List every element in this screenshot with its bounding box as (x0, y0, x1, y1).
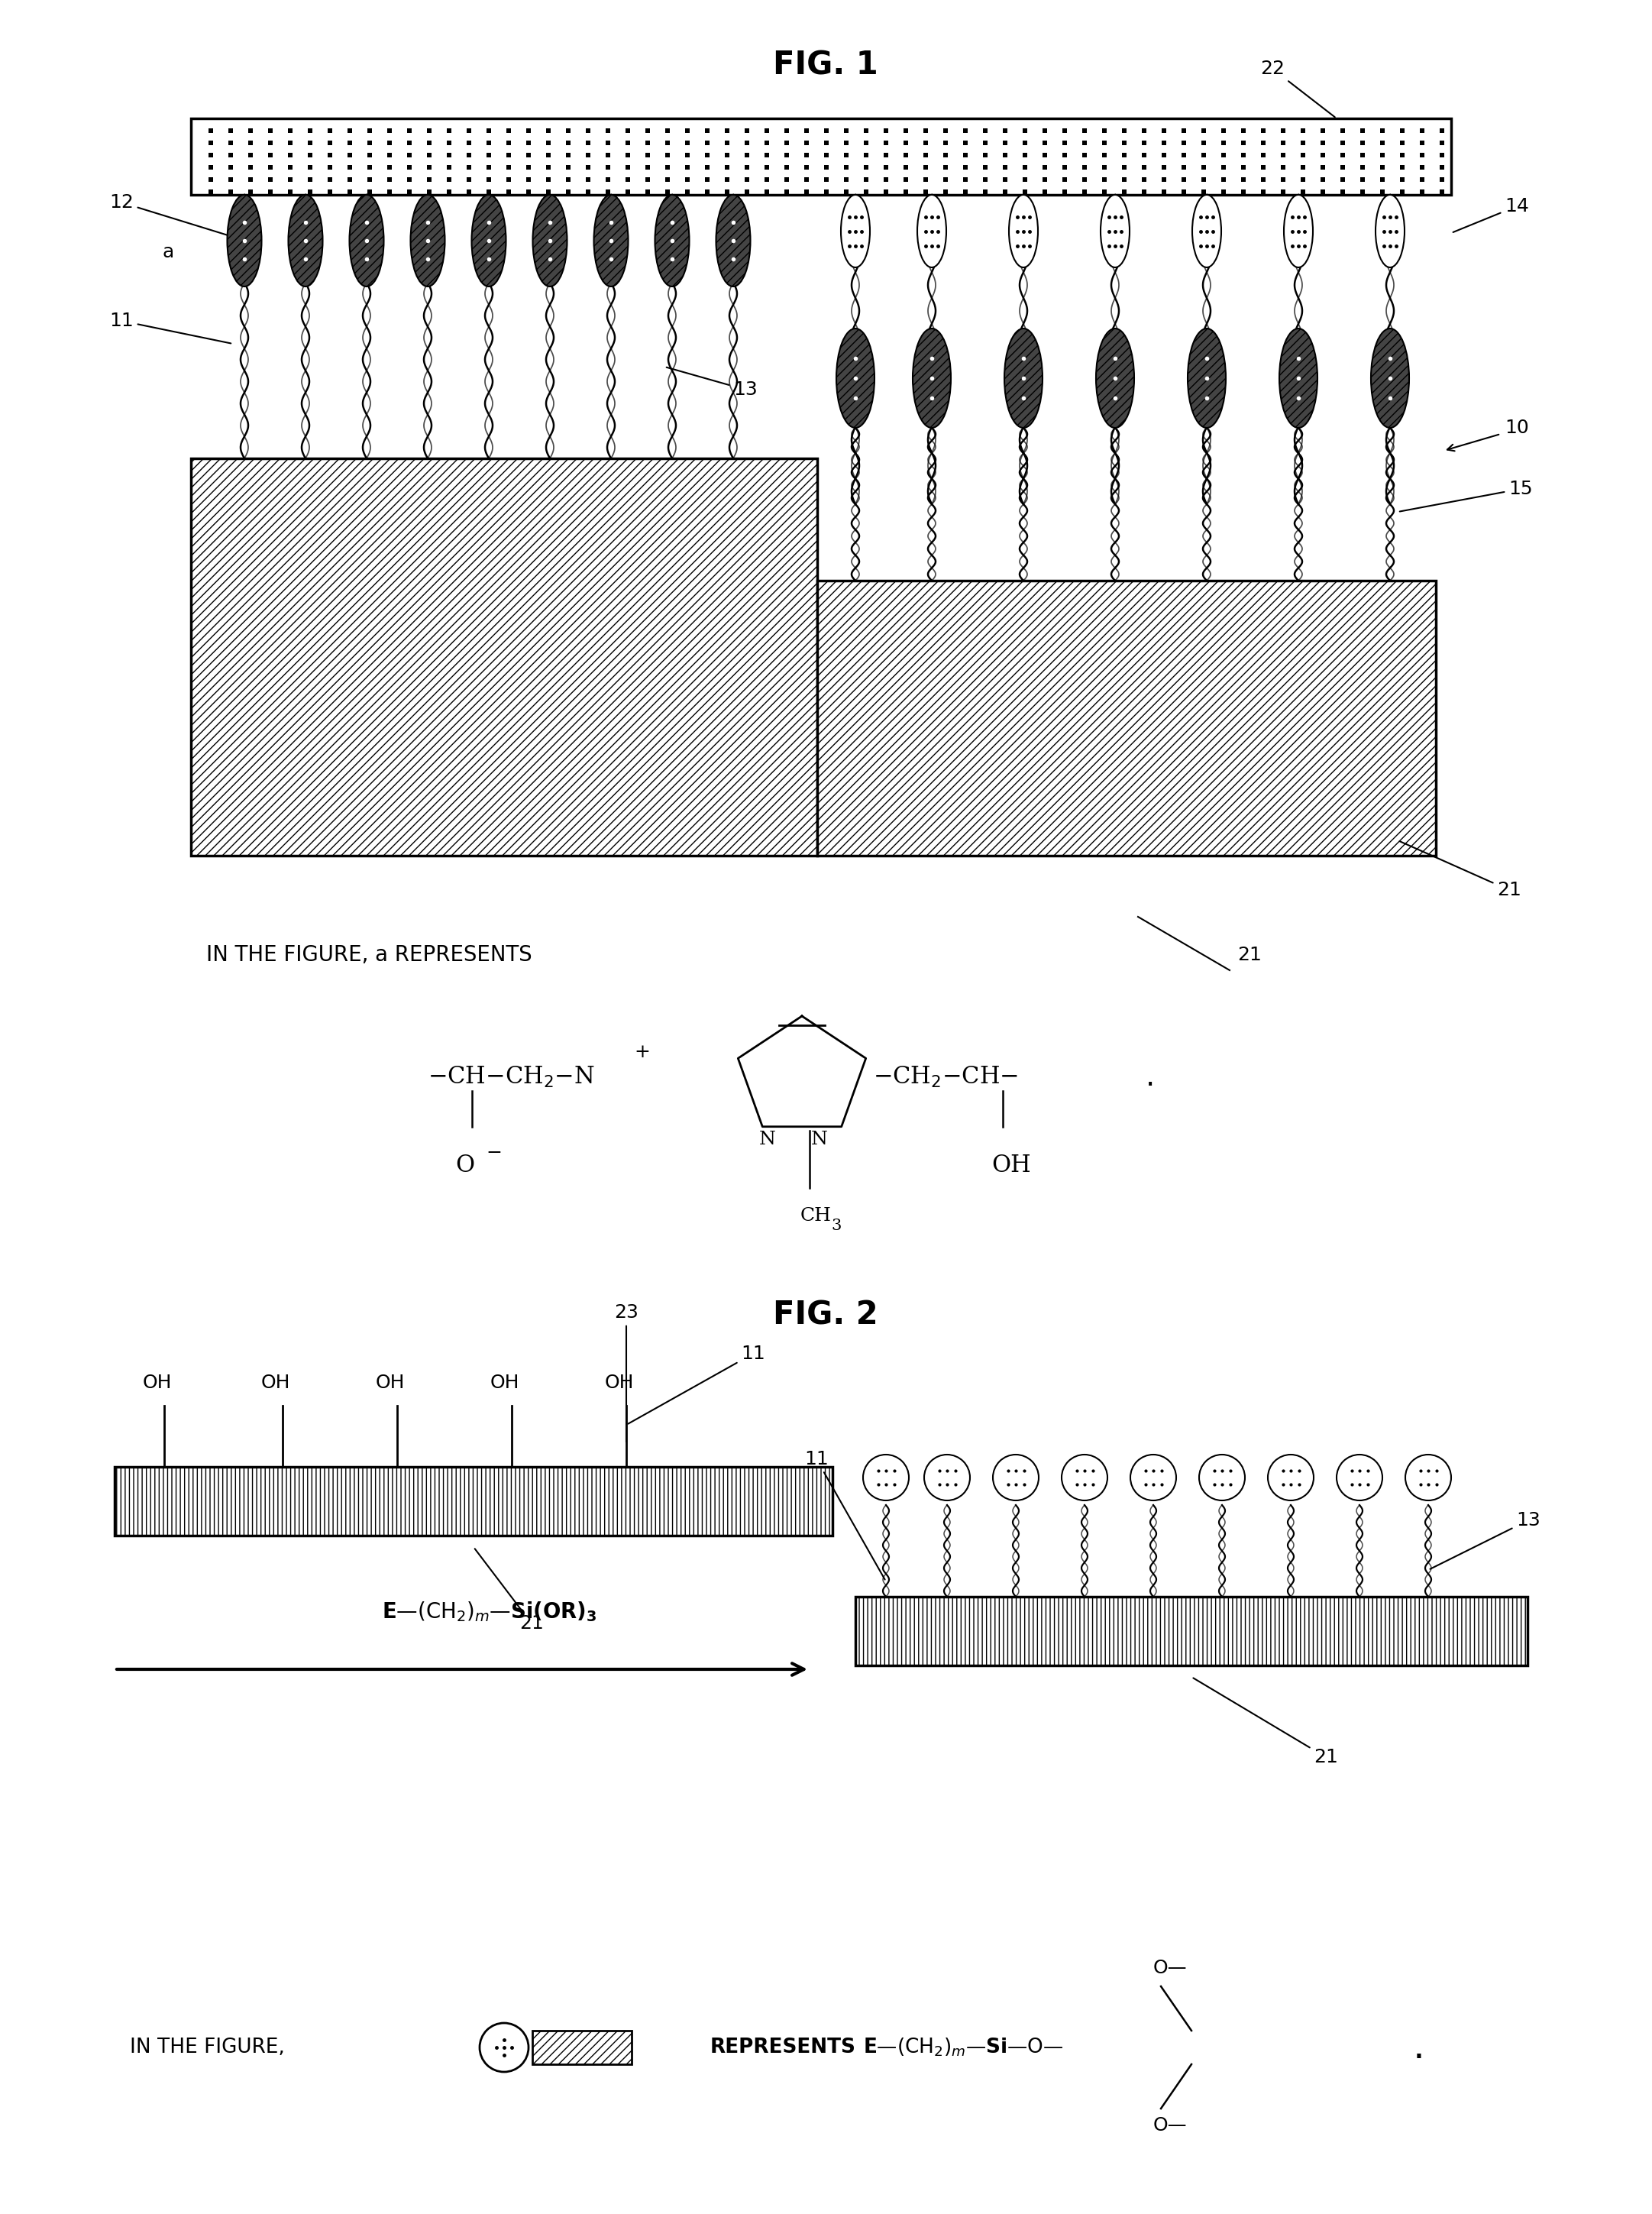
Text: +: + (634, 1045, 649, 1061)
Ellipse shape (350, 195, 383, 286)
Text: N: N (811, 1131, 828, 1149)
Text: OH: OH (375, 1373, 405, 1393)
Text: $-$CH$_2$$-$CH$-$: $-$CH$_2$$-$CH$-$ (872, 1065, 1018, 1089)
Text: FIG. 2: FIG. 2 (773, 1300, 879, 1331)
Text: 15: 15 (1399, 480, 1533, 511)
Bar (856, 1596, 1528, 1665)
Circle shape (1406, 1455, 1450, 1501)
Text: 10: 10 (1505, 418, 1528, 436)
Ellipse shape (1376, 195, 1404, 268)
Ellipse shape (1009, 195, 1037, 268)
Text: 21: 21 (1237, 945, 1262, 963)
Circle shape (1062, 1455, 1107, 1501)
Ellipse shape (912, 328, 952, 427)
Ellipse shape (1004, 328, 1042, 427)
Text: O: O (456, 1153, 474, 1178)
Text: a: a (162, 244, 173, 261)
Text: 23: 23 (615, 1304, 638, 1441)
Ellipse shape (410, 195, 444, 286)
Text: OH: OH (491, 1373, 520, 1393)
Ellipse shape (532, 195, 567, 286)
Text: 11: 11 (628, 1344, 765, 1424)
Ellipse shape (471, 195, 506, 286)
Text: 21: 21 (1193, 1678, 1338, 1767)
Ellipse shape (1188, 328, 1226, 427)
Circle shape (1130, 1455, 1176, 1501)
Text: O—: O— (1153, 2117, 1188, 2134)
Text: −: − (486, 1145, 502, 1162)
Circle shape (862, 1455, 909, 1501)
Circle shape (479, 2024, 529, 2072)
Text: 22: 22 (1260, 60, 1335, 117)
Text: IN THE FIGURE,: IN THE FIGURE, (131, 2037, 284, 2057)
Text: FIG. 1: FIG. 1 (773, 49, 879, 82)
Text: .: . (1412, 2028, 1426, 2066)
Ellipse shape (836, 328, 874, 427)
Text: 11: 11 (109, 312, 231, 343)
Text: REPRESENTS: REPRESENTS (710, 2037, 856, 2057)
Bar (114, 1468, 833, 1537)
Circle shape (1267, 1455, 1313, 1501)
Text: 12: 12 (109, 193, 231, 237)
Ellipse shape (1284, 195, 1313, 268)
Bar (818, 580, 1436, 855)
Ellipse shape (228, 195, 261, 286)
Text: 21: 21 (474, 1550, 544, 1632)
Text: N: N (758, 1131, 775, 1149)
Circle shape (1199, 1455, 1246, 1501)
Circle shape (1336, 1455, 1383, 1501)
Text: OH: OH (142, 1373, 172, 1393)
Ellipse shape (1095, 328, 1135, 427)
Ellipse shape (1371, 328, 1409, 427)
Ellipse shape (1193, 195, 1221, 268)
Text: OH: OH (261, 1373, 291, 1393)
Text: 14: 14 (1454, 197, 1530, 232)
Text: .: . (1145, 1063, 1155, 1092)
Bar (192, 117, 1450, 195)
Ellipse shape (289, 195, 322, 286)
Text: 21: 21 (1399, 841, 1521, 899)
Ellipse shape (593, 195, 628, 286)
Text: 13: 13 (666, 368, 758, 399)
Ellipse shape (1100, 195, 1130, 268)
Bar (192, 458, 818, 855)
Circle shape (993, 1455, 1039, 1501)
Text: $\bf{E}$—(CH$_2$)$_m$—$\bf{Si(OR)_3}$: $\bf{E}$—(CH$_2$)$_m$—$\bf{Si(OR)_3}$ (382, 1601, 596, 1623)
Text: CH: CH (801, 1207, 831, 1224)
Ellipse shape (917, 195, 947, 268)
Ellipse shape (715, 195, 750, 286)
Text: 11: 11 (805, 1450, 885, 1579)
Bar (532, 2030, 631, 2063)
Text: OH: OH (605, 1373, 634, 1393)
Ellipse shape (841, 195, 871, 268)
Text: $\bf{E}$—(CH$_2$)$_m$—$\bf{Si}$—O—: $\bf{E}$—(CH$_2$)$_m$—$\bf{Si}$—O— (862, 2037, 1064, 2059)
Text: 13: 13 (1431, 1512, 1540, 1570)
Text: $-$CH$-$CH$_2$$-$N: $-$CH$-$CH$_2$$-$N (428, 1065, 595, 1089)
Circle shape (923, 1455, 970, 1501)
Text: O—: O— (1153, 1959, 1188, 1977)
Text: 3: 3 (831, 1218, 841, 1233)
Text: OH: OH (991, 1153, 1031, 1178)
Ellipse shape (654, 195, 689, 286)
Text: IN THE FIGURE, a REPRESENTS: IN THE FIGURE, a REPRESENTS (206, 945, 532, 965)
Ellipse shape (1279, 328, 1318, 427)
